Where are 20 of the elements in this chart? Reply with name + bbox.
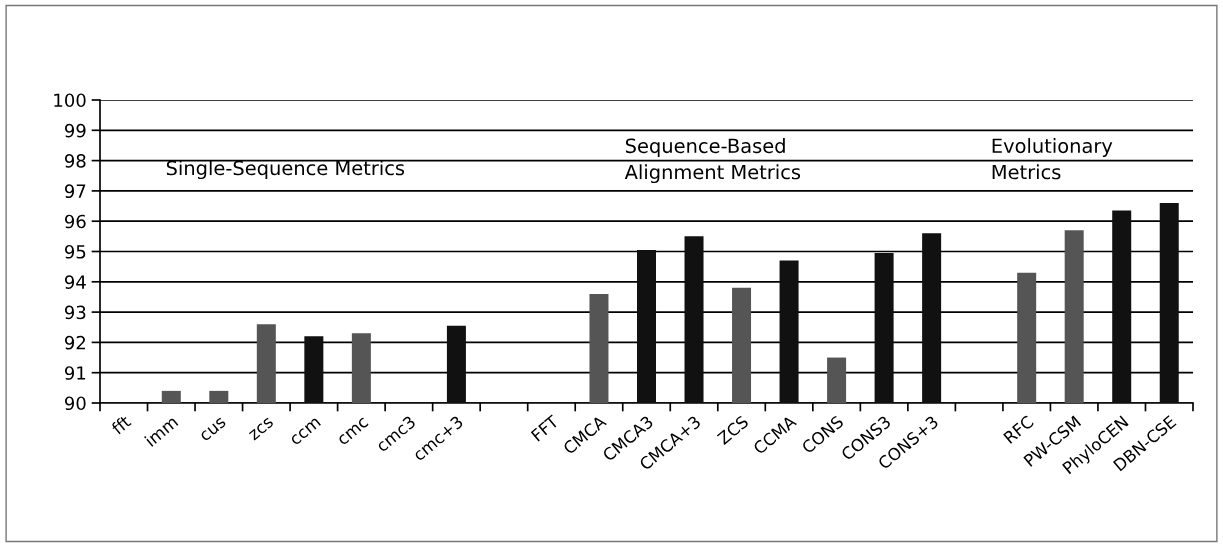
y-tick-label: 97: [64, 184, 86, 199]
y-tick-label: 91: [64, 366, 86, 380]
annotation: Single-Sequence Metrics: [166, 160, 405, 180]
x-tick-label: zcs: [248, 417, 274, 441]
y-tick-label: 95: [64, 244, 86, 259]
y-tick-label: 96: [64, 214, 86, 229]
y-tick-label: 90: [64, 396, 86, 411]
x-tick-label: cmc: [337, 417, 369, 446]
annotation: Evolutionary Metrics: [992, 138, 1113, 180]
x-tick-label: cus: [199, 417, 227, 442]
x-tick-label: FFT: [530, 414, 560, 442]
x-tick-label: fft: [110, 414, 132, 436]
y-tick-label: 99: [64, 123, 86, 138]
y-tick-label: 100: [54, 93, 86, 108]
y-tick-label: 92: [64, 335, 85, 350]
annotation: Sequence-Based Alignment Metrics: [624, 138, 801, 184]
y-tick-label: 98: [64, 154, 86, 168]
y-tick-label: 93: [64, 305, 86, 320]
x-tick-label: ccm: [290, 417, 322, 446]
y-tick-label: 94: [64, 275, 86, 289]
